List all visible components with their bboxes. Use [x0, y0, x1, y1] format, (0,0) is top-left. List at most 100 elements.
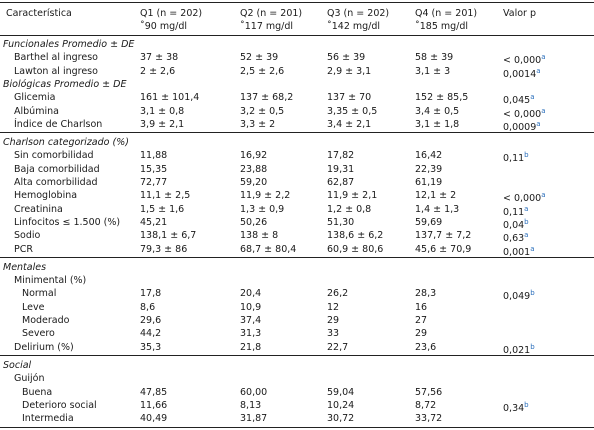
p-note: a — [541, 191, 546, 200]
cell: 12,1 ± 2 — [415, 190, 457, 202]
p-text: 0,045 — [503, 95, 531, 107]
cell: 23,6 — [415, 341, 437, 353]
row-label: Alta comorbilidad — [14, 177, 98, 188]
cell: 12 — [327, 301, 340, 313]
p-value: 0,0014a — [503, 65, 541, 81]
column-subtitle: ˚142 mg/dl — [327, 21, 381, 32]
p-value: < 0,000a — [503, 105, 545, 121]
cell: 51,30 — [327, 216, 355, 228]
cell: 27 — [415, 315, 428, 326]
cell: 29,6 — [140, 315, 162, 326]
cell: 37 ± 38 — [140, 52, 179, 64]
row-label: Deterioro social — [22, 399, 97, 411]
p-value: < 0,000a — [503, 189, 545, 205]
rule — [0, 2, 594, 3]
cell: 59,69 — [415, 216, 443, 228]
column-title: Q3 (n = 202) — [327, 8, 390, 19]
cell: 137 ± 68,2 — [240, 92, 294, 104]
p-value: 0,34b — [503, 399, 529, 415]
p-text: < 0,000 — [503, 193, 542, 205]
cell: 8,72 — [415, 399, 437, 411]
cell: 22,7 — [327, 341, 349, 353]
cell: 137,7 ± 7,2 — [415, 230, 472, 242]
cell: 152 ± 85,5 — [415, 92, 469, 104]
p-text: 0,049 — [503, 291, 531, 303]
cell: 10,9 — [240, 301, 262, 313]
cell: 58 ± 39 — [415, 52, 454, 64]
row-label: Leve — [22, 301, 45, 313]
cell: 138,6 ± 6,2 — [327, 230, 384, 242]
cell: 29 — [327, 315, 340, 326]
cell: 26,2 — [327, 288, 349, 300]
section-title: Social — [3, 359, 32, 371]
cell: 16 — [415, 301, 428, 313]
cell: 3,4 ± 0,5 — [415, 105, 460, 117]
cell: 1,5 ± 1,6 — [140, 203, 185, 215]
cell: 60,00 — [240, 386, 268, 398]
cell: 72,77 — [140, 177, 168, 188]
cell: 3,4 ± 2,1 — [327, 118, 372, 130]
p-text: < 0,000 — [503, 108, 542, 120]
cell: 19,31 — [327, 163, 355, 175]
p-text: 0,34 — [503, 402, 525, 414]
p-text: 0,63 — [503, 233, 525, 245]
cell: 37,4 — [240, 315, 262, 326]
cell: 3,1 ± 1,8 — [415, 118, 460, 130]
cell: 11,9 ± 2,2 — [240, 190, 291, 202]
p-note: a — [524, 231, 529, 240]
p-note: b — [530, 289, 535, 298]
row-label: Sodio — [14, 230, 41, 242]
row-label: Sin comorbilidad — [14, 150, 94, 162]
section-title: Mentales — [3, 261, 47, 273]
rule — [0, 132, 594, 134]
cell: 2,9 ± 3,1 — [327, 65, 372, 77]
p-header: Valor p — [503, 8, 536, 19]
row-label: Delirium (%) — [14, 341, 74, 353]
row-label: Buena — [22, 386, 53, 398]
cell: 16,42 — [415, 150, 443, 162]
row-label: Minimental (%) — [14, 275, 87, 287]
p-text: 0,0014 — [503, 68, 537, 80]
cell: 21,8 — [240, 341, 262, 353]
cell: 33 — [327, 328, 340, 340]
cell: 33,72 — [415, 413, 443, 425]
cell: 20,4 — [240, 288, 262, 300]
row-label: Glicemia — [14, 92, 56, 104]
p-text: 0,001 — [503, 246, 531, 258]
row-label: Albúmina — [14, 105, 59, 117]
cell: 30,72 — [327, 413, 355, 425]
cell: 11,88 — [140, 150, 168, 162]
row-label: Normal — [22, 288, 57, 300]
cell: 22,39 — [415, 163, 443, 175]
cell: 52 ± 39 — [240, 52, 279, 64]
p-text: < 0,000 — [503, 55, 542, 67]
row-label: Guijón — [14, 373, 45, 385]
cell: 3,2 ± 0,5 — [240, 105, 285, 117]
cell: 1,3 ± 0,9 — [240, 203, 285, 215]
row-label: Creatinina — [14, 203, 63, 215]
row-label: Hemoglobina — [14, 190, 78, 202]
cell: 57,56 — [415, 386, 443, 398]
cell: 3,1 ± 3 — [415, 65, 451, 77]
cell: 17,82 — [327, 150, 355, 162]
p-note: a — [530, 244, 535, 253]
p-value: 0,001a — [503, 243, 535, 259]
cell: 3,35 ± 0,5 — [327, 105, 378, 117]
section-title: Funcionales Promedio ± DE — [3, 39, 135, 50]
cell: 31,87 — [240, 413, 268, 425]
p-note: a — [536, 66, 541, 75]
p-value: 0,04b — [503, 216, 529, 232]
cell: 31,3 — [240, 328, 262, 340]
cell: 28,3 — [415, 288, 437, 300]
cell: 45,21 — [140, 216, 168, 228]
row-label: Baja comorbilidad — [14, 163, 100, 175]
column-subtitle: ˚185 mg/dl — [415, 21, 469, 32]
p-text: 0,0009 — [503, 121, 537, 133]
p-note: b — [524, 400, 529, 409]
cell: 23,88 — [240, 163, 268, 175]
p-text: 0,04 — [503, 219, 525, 231]
p-note: a — [541, 53, 546, 62]
cell: 138,1 ± 6,7 — [140, 230, 197, 242]
cell: 11,1 ± 2,5 — [140, 190, 191, 202]
cell: 137 ± 70 — [327, 92, 372, 104]
